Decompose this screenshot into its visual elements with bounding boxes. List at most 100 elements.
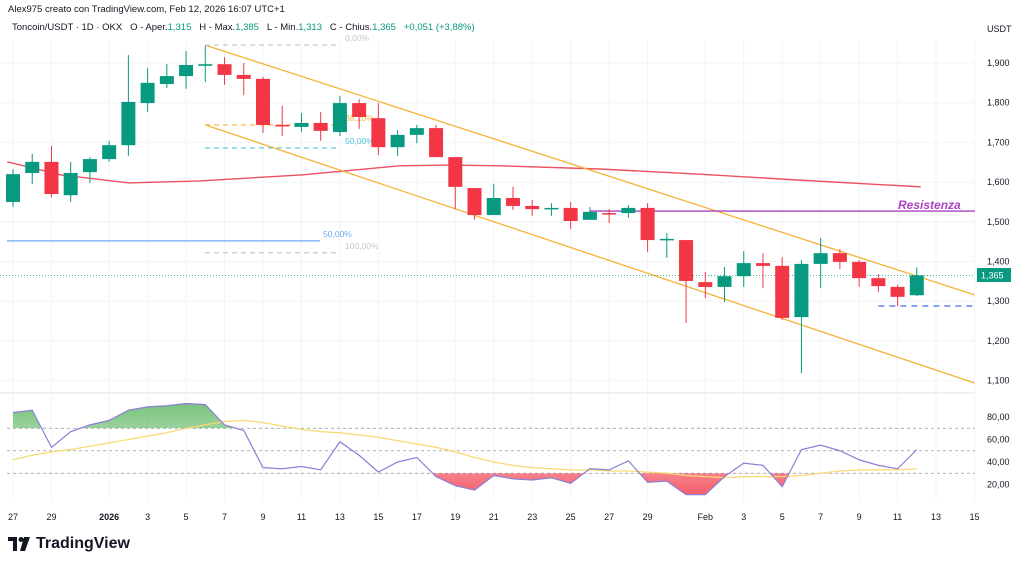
- candle-body: [890, 286, 905, 297]
- candle-body: [179, 64, 194, 77]
- tradingview-logo[interactable]: TradingView: [8, 535, 130, 553]
- rsi-pane: [7, 402, 975, 496]
- candle-body: [82, 159, 97, 173]
- candle: [294, 113, 309, 133]
- candle: [698, 271, 713, 299]
- time-tick-label: 13: [931, 512, 941, 522]
- price-tick-label: 1,400: [987, 257, 1010, 267]
- candle: [679, 240, 694, 324]
- candle: [44, 145, 59, 198]
- candle: [871, 274, 886, 293]
- candle: [6, 168, 20, 208]
- time-tick-label: 5: [780, 512, 785, 522]
- time-tick-label: 13: [335, 512, 345, 522]
- candle-body: [294, 122, 309, 127]
- time-axis[interactable]: 27 29 2026 3 5 7 9 11 13 15 17 19 21 23 25 27 29 Feb 3 5 7 9 1…: [8, 512, 980, 522]
- candle-body: [409, 128, 424, 135]
- rsi-axis[interactable]: 80,00 60,00 40,00 20,00: [987, 412, 1010, 490]
- candle: [159, 64, 174, 89]
- candle: [582, 207, 597, 220]
- time-tick-label: Feb: [698, 512, 714, 522]
- candle: [640, 203, 655, 252]
- candle-body: [332, 103, 347, 133]
- rsi-tick-label: 40,00: [987, 457, 1010, 467]
- candle-body: [563, 207, 578, 222]
- time-tick-label: 25: [566, 512, 576, 522]
- open-label: O - Aper.: [130, 22, 168, 33]
- price-tick-label: 1,800: [987, 98, 1010, 108]
- resistance-label: Resistenza: [898, 198, 961, 212]
- candles: [6, 45, 924, 374]
- price-unit: USDT: [987, 24, 1012, 34]
- price-tick-label: 1,900: [987, 58, 1010, 68]
- candle-body: [102, 145, 117, 160]
- time-tick-label: 15: [373, 512, 383, 522]
- time-tick-label: 21: [489, 512, 499, 522]
- time-tick-label: 15: [969, 512, 979, 522]
- candle: [217, 57, 232, 85]
- candle-body: [44, 161, 59, 195]
- candle: [832, 249, 847, 270]
- candle-body: [467, 188, 482, 216]
- time-tick-label: 11: [297, 512, 306, 522]
- candle: [659, 232, 674, 258]
- candle: [813, 238, 828, 289]
- symbol-name[interactable]: Toncoin/USDT · 1D · OKX: [12, 22, 123, 33]
- moving-average-line: [7, 161, 921, 188]
- candle: [352, 99, 367, 129]
- candle-body: [198, 64, 213, 66]
- candle-body: [448, 157, 463, 187]
- candle-body: [429, 128, 444, 158]
- candle-body: [352, 103, 367, 117]
- time-tick-label: 27: [8, 512, 18, 522]
- time-tick-label: 19: [450, 512, 460, 522]
- change-value: +0,051 (+3,88%): [403, 22, 475, 33]
- candle: [852, 259, 867, 287]
- candle: [717, 267, 732, 302]
- candle-body: [813, 253, 828, 264]
- close-value: 1,365: [372, 22, 396, 33]
- candle: [602, 209, 617, 223]
- candle: [794, 259, 809, 374]
- candle: [890, 284, 905, 306]
- rsi-line: [12, 402, 918, 496]
- candle: [390, 130, 405, 156]
- time-tick-label: 5: [184, 512, 189, 522]
- candle: [544, 203, 559, 216]
- candle-body: [217, 64, 232, 75]
- candle-body: [909, 275, 924, 296]
- low-label: L - Min.: [266, 22, 299, 33]
- candle: [198, 45, 213, 83]
- candle: [505, 186, 520, 210]
- candle: [563, 201, 578, 229]
- rsi-overbought-fill: [13, 403, 917, 429]
- price-chart[interactable]: 0,00%38,20%50,00%100,00% USDT 1,9001,800…: [0, 0, 1024, 530]
- candle: [179, 51, 194, 89]
- chart-credit: Alex975 creato con TradingView.com, Feb …: [8, 4, 285, 15]
- price-axis[interactable]: USDT 1,900 1,800 1,700 1,600 1,500 1,400 1,300…: [987, 24, 1012, 386]
- tradingview-logo-icon: [8, 537, 30, 551]
- candle-body: [717, 276, 732, 287]
- candle: [755, 253, 770, 289]
- channel-lower-line: [205, 124, 975, 384]
- candle: [909, 267, 924, 297]
- rsi-ma-line: [12, 419, 917, 479]
- price-tick-label: 1,600: [987, 177, 1010, 187]
- candle-body: [140, 82, 155, 104]
- candle: [429, 124, 444, 158]
- time-tick-label: 3: [145, 512, 150, 522]
- candle-body: [63, 172, 78, 196]
- candle-body: [525, 205, 540, 210]
- candle-body: [775, 265, 790, 318]
- candle-body: [505, 197, 520, 206]
- candle-body: [313, 122, 328, 131]
- candle: [775, 257, 790, 320]
- price-tick-label: 1,100: [987, 376, 1010, 386]
- fib-level-label: 50,00%: [345, 136, 374, 146]
- time-tick-label: 17: [412, 512, 422, 522]
- candle: [409, 124, 424, 144]
- current-price-value: 1,365: [981, 271, 1004, 281]
- candle-body: [621, 207, 636, 214]
- candle-body: [832, 253, 847, 262]
- time-tick-label: 2026: [99, 512, 119, 522]
